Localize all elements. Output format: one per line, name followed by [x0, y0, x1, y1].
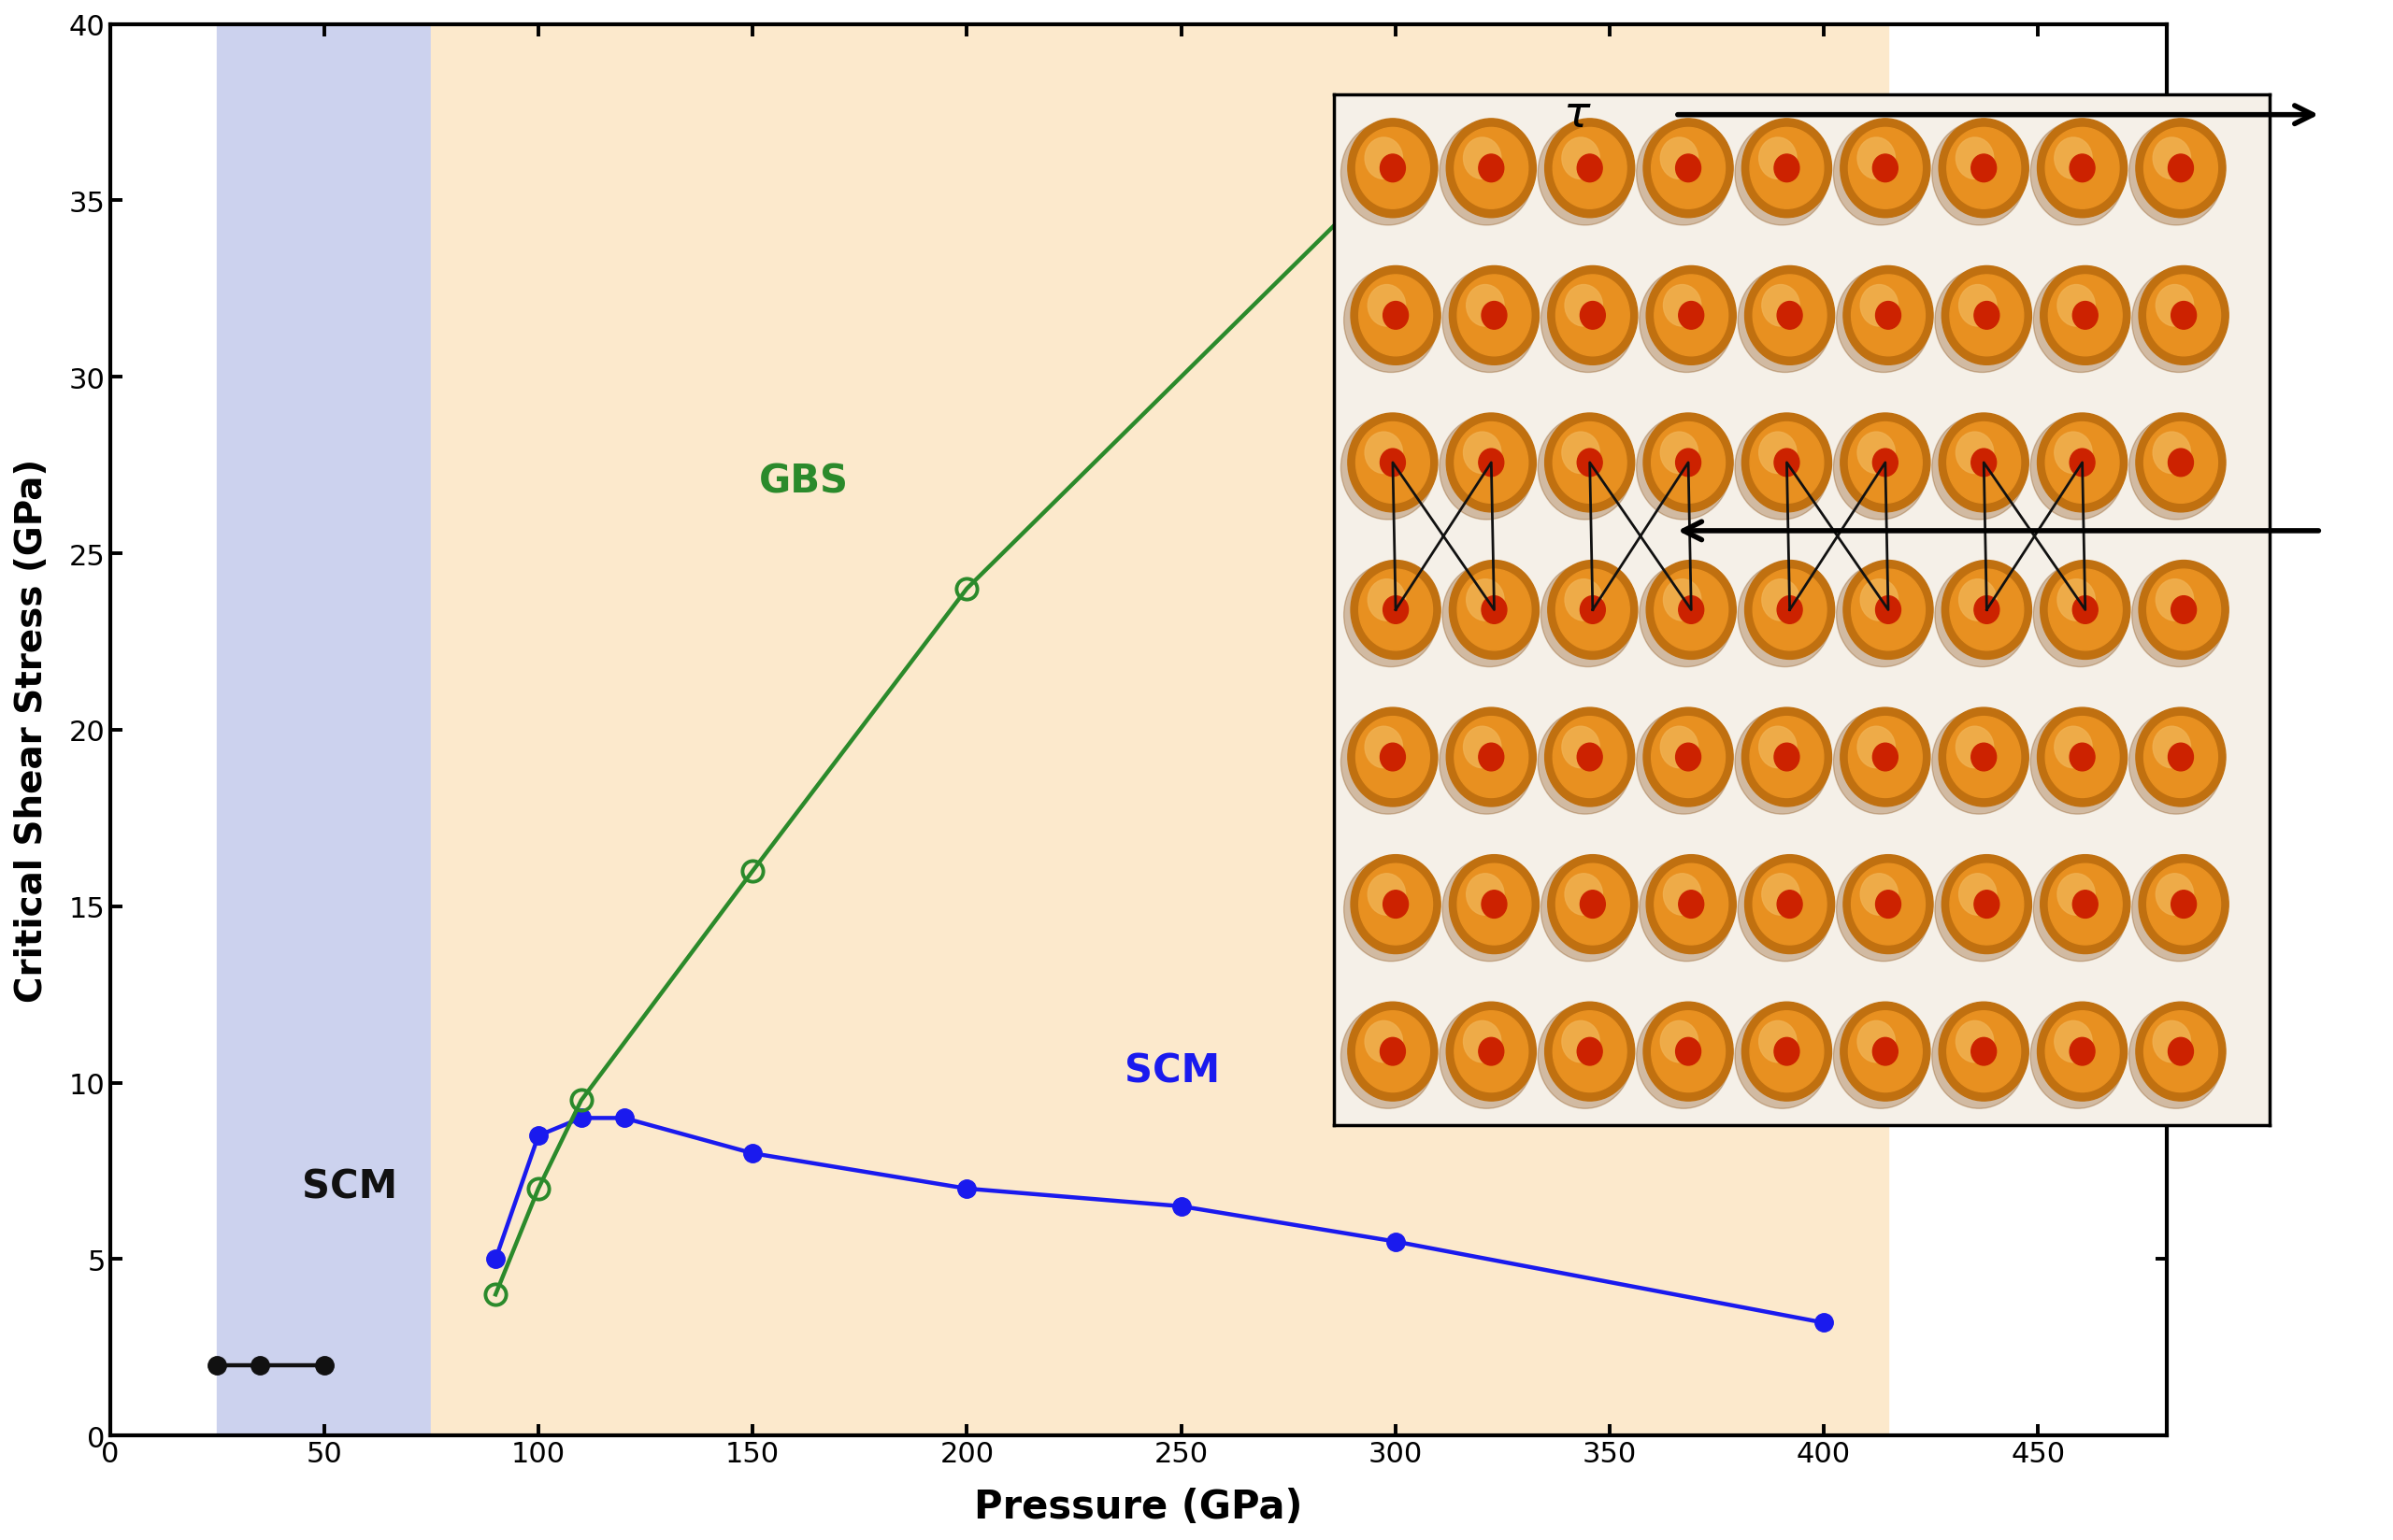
Text: SCM: SCM — [1125, 1050, 1220, 1090]
Text: $\tau$: $\tau$ — [1563, 94, 1591, 137]
Y-axis label: Critical Shear Stress (GPa): Critical Shear Stress (GPa) — [14, 459, 50, 1003]
Text: GBS: GBS — [759, 462, 850, 501]
Bar — [218, 25, 431, 1435]
X-axis label: Pressure (GPa): Pressure (GPa) — [974, 1486, 1302, 1526]
Bar — [431, 25, 1888, 1435]
Text: SCM: SCM — [302, 1167, 397, 1206]
